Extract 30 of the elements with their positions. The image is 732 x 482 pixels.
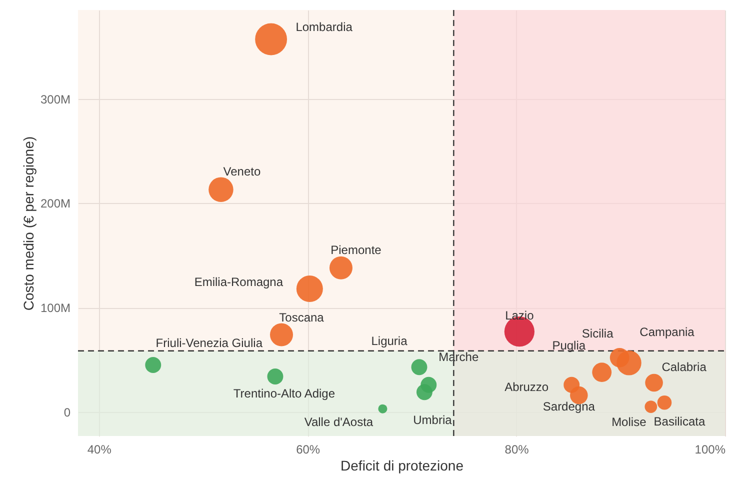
annotation: Sardegna bbox=[542, 399, 596, 414]
annotation: Campania bbox=[640, 324, 695, 339]
annotation: Sicilia bbox=[582, 326, 614, 341]
y-tick-label: 100M bbox=[40, 301, 70, 316]
annotation: Calabria bbox=[662, 360, 707, 374]
annotation: Molise bbox=[612, 414, 647, 429]
y-tick-label: 200M bbox=[40, 196, 70, 211]
x-tick-label: 100% bbox=[694, 442, 726, 456]
annotation: Piemonte bbox=[330, 242, 382, 257]
annotation: Toscana bbox=[279, 310, 324, 325]
y-tick-label: 300M bbox=[40, 92, 70, 106]
annotation: Friuli-Venezia Giulia bbox=[156, 336, 263, 350]
y-tick-label: 0 bbox=[64, 405, 71, 420]
annotation: Umbria bbox=[413, 413, 452, 428]
annotation: Marche bbox=[438, 350, 479, 364]
annotation: Veneto bbox=[223, 164, 261, 179]
annotation: Basilicata bbox=[654, 414, 706, 429]
annotation: Valle d'Aosta bbox=[304, 414, 374, 429]
annotation: Puglia bbox=[552, 338, 586, 352]
annotation: Lombardia bbox=[296, 20, 353, 34]
x-tick-label: 40% bbox=[87, 442, 112, 456]
annotation: Liguria bbox=[371, 334, 408, 348]
x-tick-label: 80% bbox=[504, 442, 530, 456]
annotation: Trentino-Alto Adige bbox=[233, 386, 336, 400]
x-axis-title: Deficit di protezione bbox=[340, 458, 464, 474]
x-tick-label: 60% bbox=[296, 442, 320, 456]
annotation: Emilia-Romagna bbox=[194, 274, 284, 289]
y-axis-title: Costo medio (€ per regione) bbox=[20, 136, 36, 311]
annotation: Lazio bbox=[505, 308, 534, 323]
annotation: Abruzzo bbox=[504, 380, 549, 394]
